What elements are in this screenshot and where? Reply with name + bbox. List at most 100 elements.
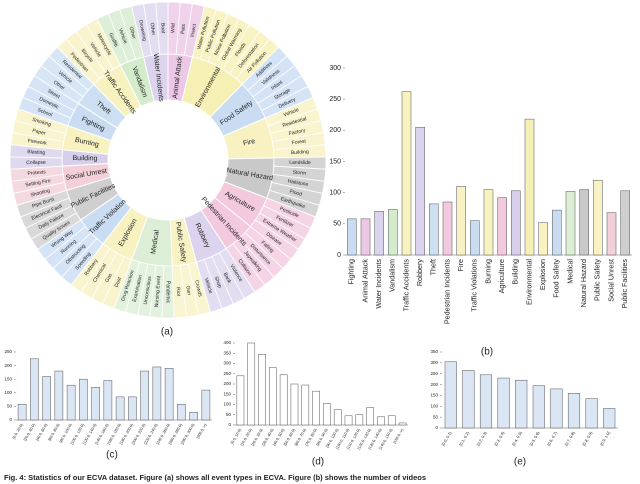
x-tick-label: Public Safety xyxy=(593,259,602,301)
y-tick-label: 150 xyxy=(329,158,341,165)
bar xyxy=(189,412,198,421)
y-tick-label: 300 xyxy=(329,65,341,72)
x-tick-label: Environmental xyxy=(524,259,533,305)
bar xyxy=(323,403,331,426)
bar xyxy=(515,379,528,429)
subcategory-label: Landslide xyxy=(289,160,311,166)
x-tick-label: [0.2, 0.3) xyxy=(476,430,489,447)
bar xyxy=(579,189,589,256)
bar xyxy=(606,212,617,256)
category-label: Medical xyxy=(150,229,161,254)
x-tick-label: [0.6, 0.7) xyxy=(546,430,559,447)
bar xyxy=(91,387,100,421)
bar xyxy=(479,374,493,429)
bar xyxy=(103,380,113,421)
subcategory-label: Building xyxy=(291,149,309,156)
bar xyxy=(552,209,562,256)
subcategory-label: Pandemic xyxy=(165,281,171,304)
x-tick-label: Animal Attack xyxy=(360,259,369,303)
x-tick-label: Fire xyxy=(456,259,465,271)
bar xyxy=(415,126,425,256)
bar xyxy=(301,384,310,426)
y-tick-label: 200 xyxy=(4,363,12,368)
bar xyxy=(128,396,137,421)
bar xyxy=(42,376,51,421)
x-tick-label: [150.0, ∞) xyxy=(393,427,405,444)
x-tick-label: [0.0, 20.0) xyxy=(12,422,24,439)
bar xyxy=(164,368,174,421)
y-tick-label: 100 xyxy=(329,190,341,197)
bar xyxy=(115,396,125,421)
x-tick-label: [0.0, 0.1) xyxy=(440,430,453,447)
subcategory-label: Vehicle xyxy=(117,27,128,44)
y-tick-label: 200 xyxy=(430,382,438,387)
subcategory-label: Smoking xyxy=(31,117,52,128)
y-tick-label: 0 xyxy=(228,422,231,427)
y-tick-label: 350 xyxy=(430,349,438,354)
bar xyxy=(462,370,475,429)
bar xyxy=(366,407,374,426)
subcategory-label: Gas xyxy=(104,272,114,283)
subcategory-label: Drowning xyxy=(137,20,147,42)
x-tick-label: [0.5, 0.6) xyxy=(528,430,541,447)
x-tick-label: Building xyxy=(511,259,520,285)
category-label: Building xyxy=(72,155,97,162)
bar xyxy=(30,358,39,421)
x-tick-label: [0.1, 0.2) xyxy=(458,430,471,447)
subcategory-label: Firework xyxy=(27,138,47,147)
bar xyxy=(247,342,256,426)
y-tick-label: 200 xyxy=(223,381,231,386)
y-tick-label: 400 xyxy=(223,340,231,345)
subcategory-label: Dust xyxy=(114,276,124,288)
subcategory-label: Riot xyxy=(175,287,182,297)
bar xyxy=(585,398,598,429)
subcategory-label: Shop xyxy=(213,276,223,289)
bar xyxy=(470,220,480,256)
bar xyxy=(538,222,548,256)
bar xyxy=(54,370,64,421)
bar xyxy=(524,118,535,256)
bar xyxy=(360,218,371,256)
bar xyxy=(387,415,396,426)
bar xyxy=(66,384,76,421)
bar xyxy=(567,393,581,429)
subcategory-label: Graffiti xyxy=(107,32,119,48)
x-tick-label: Fighting xyxy=(347,259,356,285)
bar xyxy=(177,403,186,421)
figure-caption: Fig. 4: Statistics of our ECVA dataset. … xyxy=(4,473,426,482)
y-tick-label: 250 xyxy=(329,96,341,103)
bar xyxy=(201,389,211,421)
x-tick-label: Theft xyxy=(429,259,438,275)
y-tick-label: 300 xyxy=(223,361,231,366)
x-tick-label: Burning xyxy=(483,259,492,284)
x-tick-label: Natural Hazard xyxy=(579,259,588,307)
bar xyxy=(290,383,299,426)
subcategory-label: Setting Fire xyxy=(25,178,51,188)
subcategory-label: Blasting xyxy=(27,149,45,156)
caption: (b) xyxy=(481,347,493,358)
x-tick-label: Social Unrest xyxy=(606,259,615,302)
subcategory-label: Collapse xyxy=(26,160,46,166)
y-tick-label: 50 xyxy=(226,412,232,417)
x-tick-label: Water Incidents xyxy=(374,259,383,309)
subcategory-label: Boat xyxy=(159,23,165,34)
x-tick-label: Medical xyxy=(565,259,574,284)
subcategory-label: Pets xyxy=(180,23,187,34)
bar xyxy=(593,179,603,256)
caption: (c) xyxy=(106,450,118,461)
bar xyxy=(269,367,277,426)
bar xyxy=(497,377,510,429)
y-tick-label: 250 xyxy=(4,349,12,354)
subcategory-label: Other xyxy=(128,26,137,40)
y-tick-label: 0 xyxy=(435,425,438,430)
subcategory-label: Factory xyxy=(288,128,306,137)
bar xyxy=(398,422,407,426)
subcategory-label: Hailstone xyxy=(287,178,309,188)
bar xyxy=(401,91,412,256)
bar xyxy=(355,414,364,426)
bar xyxy=(620,190,630,256)
y-tick-label: 50 xyxy=(433,414,439,419)
bar xyxy=(17,403,27,421)
y-tick-label: 300 xyxy=(430,360,438,365)
